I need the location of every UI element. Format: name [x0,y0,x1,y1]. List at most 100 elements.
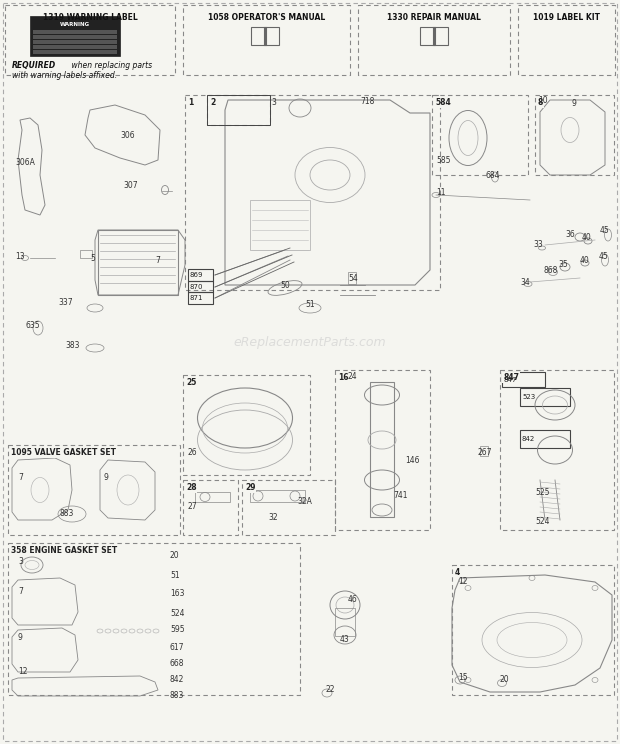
Text: 1019 LABEL KIT: 1019 LABEL KIT [533,13,600,22]
Text: 4: 4 [455,568,460,577]
Text: 9: 9 [103,472,108,481]
Text: 13: 13 [15,251,25,260]
Bar [335,370,430,530]
Text: 20: 20 [500,676,510,684]
Text: 35: 35 [558,260,568,269]
Bar [188,292,213,304]
Bar [500,370,614,530]
Bar [195,492,230,502]
Text: 3: 3 [18,557,23,566]
Bar [33,40,117,44]
Text: 847: 847 [504,376,517,382]
Bar [8,445,180,535]
Bar [452,565,614,695]
Text: 3: 3 [271,97,276,106]
Text: 27: 27 [188,501,198,510]
Text: 1330 REPAIR MANUAL: 1330 REPAIR MANUAL [387,13,481,22]
Text: 5: 5 [90,254,95,263]
Text: 718: 718 [360,97,374,106]
Text: 684: 684 [485,170,500,179]
Text: 383: 383 [65,341,79,350]
Bar [420,27,433,45]
Text: 46: 46 [348,595,358,604]
Text: 617: 617 [170,643,185,652]
Text: 12: 12 [18,667,27,676]
Text: 146: 146 [405,455,420,464]
Text: 871: 871 [190,295,203,301]
Bar [30,16,120,56]
Bar [432,95,528,175]
Text: 524: 524 [535,518,549,527]
Text: 1058 OPERATOR'S MANUAL: 1058 OPERATOR'S MANUAL [208,13,325,22]
Text: 32: 32 [268,513,278,522]
Bar [435,27,448,45]
Text: 1095 VALVE GASKET SET: 1095 VALVE GASKET SET [11,448,116,457]
Text: 51: 51 [170,571,180,580]
Bar [33,50,117,54]
Bar [8,543,300,695]
Text: 870: 870 [190,283,203,289]
Bar [266,27,279,45]
Text: 306: 306 [120,130,135,140]
Text: 868: 868 [543,266,557,275]
Text: 1: 1 [188,98,193,107]
Text: 842: 842 [522,436,535,442]
Bar [250,200,310,250]
Bar [502,372,545,387]
Text: eReplacementParts.com: eReplacementParts.com [234,336,386,348]
Text: 16: 16 [338,373,348,382]
Text: 1319 WARNING LABEL: 1319 WARNING LABEL [43,13,138,22]
Bar [335,608,355,636]
Bar [520,430,570,448]
Text: 29: 29 [245,483,255,492]
Text: 524: 524 [170,609,185,618]
Text: 8: 8 [538,98,543,107]
Text: 163: 163 [170,589,185,598]
Text: 36: 36 [565,229,575,239]
Text: 15: 15 [458,673,467,682]
Text: 525: 525 [535,487,549,496]
Text: 668: 668 [170,658,185,667]
Text: 847: 847 [503,373,519,382]
Text: WARNING: WARNING [60,22,90,27]
Text: 307: 307 [123,181,138,190]
Text: 869: 869 [190,272,203,278]
Text: 20: 20 [170,551,180,560]
Text: 34: 34 [520,278,529,286]
Bar [518,5,615,75]
Bar [185,95,440,290]
Bar [33,30,117,34]
Text: 33: 33 [533,240,542,248]
Bar [251,27,264,45]
Text: 595: 595 [170,626,185,635]
Text: with warning labels affixed.: with warning labels affixed. [12,71,117,80]
Bar [5,5,175,75]
Text: 43: 43 [340,635,350,644]
Text: 40: 40 [580,255,590,265]
Text: 9: 9 [572,98,577,107]
Text: 32A: 32A [297,496,312,505]
Text: 267: 267 [478,447,492,457]
Bar [358,5,510,75]
Bar [480,446,488,456]
Text: 10: 10 [538,95,547,104]
Text: 40: 40 [582,233,591,242]
Text: 45: 45 [600,225,609,234]
Text: 585: 585 [436,155,451,164]
Bar [183,375,310,475]
Bar [183,480,238,535]
Bar [33,45,117,49]
Text: 12: 12 [458,577,467,586]
Bar [80,250,92,258]
Bar [535,95,614,175]
Bar [188,281,213,292]
Text: 51: 51 [305,300,314,309]
Text: 7: 7 [18,472,23,481]
Text: 337: 337 [58,298,73,307]
Text: 22: 22 [325,685,335,694]
Text: 24: 24 [348,371,358,380]
Text: 25: 25 [186,378,197,387]
Bar [370,382,394,517]
Bar [98,230,178,295]
Text: 842: 842 [170,675,184,684]
